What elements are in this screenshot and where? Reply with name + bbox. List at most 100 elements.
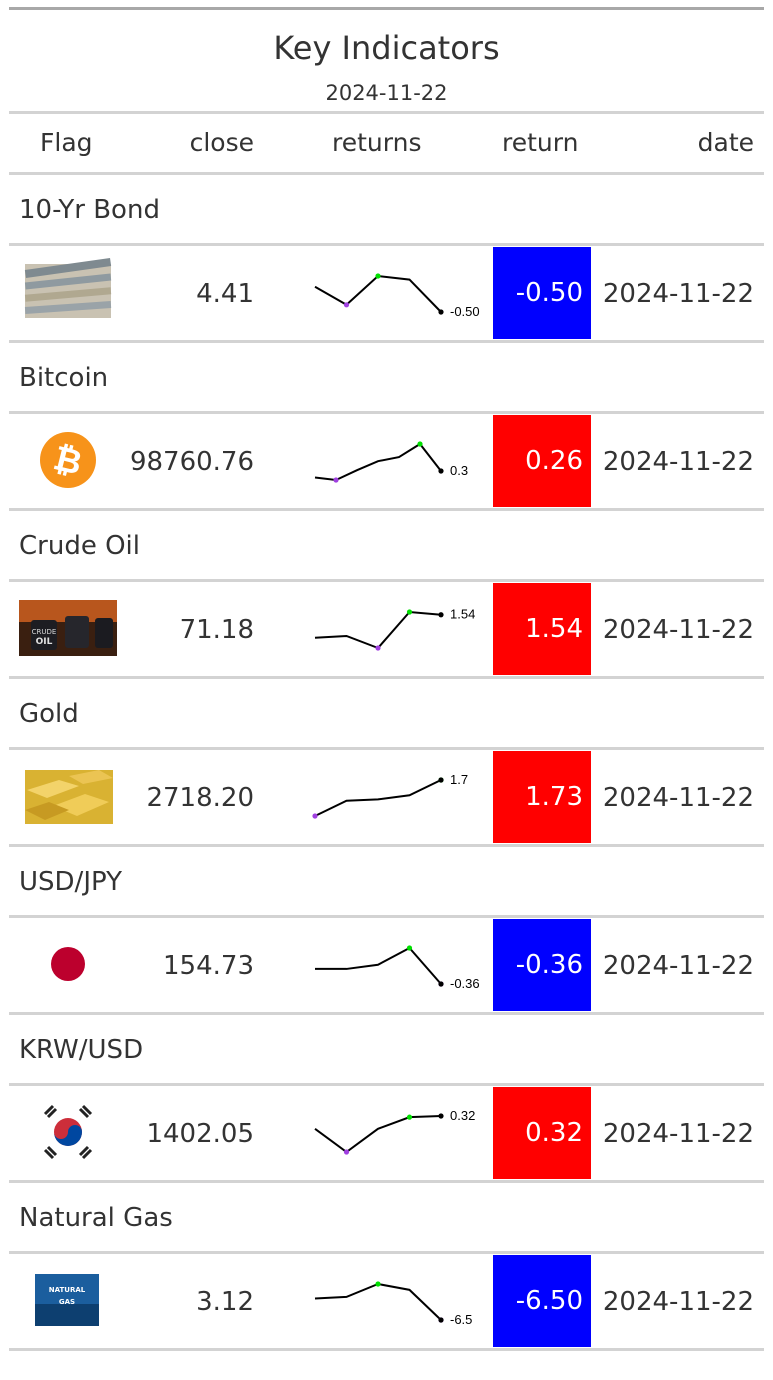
oil-image-text: OIL — [36, 637, 53, 647]
date-value: 2024-11-22 — [602, 447, 754, 477]
sparkline-end-label: 1.54 — [450, 607, 475, 622]
japan-flag-icon — [51, 947, 85, 981]
poster-text: GAS — [59, 1298, 75, 1306]
group-label: Crude Oil — [19, 531, 140, 561]
returns-sparkline-cell: 1.7 — [295, 768, 495, 828]
row-rule — [9, 915, 764, 918]
group-label: KRW/USD — [19, 1035, 144, 1065]
sparkline-max-point — [406, 609, 413, 615]
close-value: 4.41 — [196, 279, 254, 309]
column-header-returns[interactable]: returns — [332, 128, 422, 157]
date-value: 2024-11-22 — [602, 1287, 754, 1317]
sparkline-line — [314, 610, 442, 650]
natural-gas-poster-icon: NATURAL GAS — [35, 1274, 99, 1326]
date-value: 2024-11-22 — [602, 615, 754, 645]
header-bottom-rule — [9, 172, 764, 175]
sparkline-min-point — [333, 477, 339, 483]
sparkline-max-point — [406, 945, 413, 951]
poster-text: NATURAL — [49, 1286, 86, 1294]
return-value-cell: 1.73 — [493, 751, 591, 843]
sparkline-max-point — [375, 1281, 381, 1287]
sparkline-chart: -6.5 — [314, 1281, 472, 1327]
row-rule — [9, 508, 764, 511]
flag-cell — [9, 1086, 125, 1180]
close-value: 3.12 — [196, 1287, 254, 1317]
table-row: ₿ 98760.76 0.3 0.26 2024-11-22 — [9, 414, 764, 508]
row-rule — [9, 579, 764, 582]
column-header-date[interactable]: date — [697, 128, 754, 157]
table-row: NATURAL GAS 3.12 -6.5 -6.50 2024-11-22 — [9, 1254, 764, 1348]
return-value-cell: -0.36 — [493, 919, 591, 1011]
table-body: 10-Yr Bond 4.41 -0.50 -0.50 2024-11-22 Bitcoi… — [9, 175, 764, 1351]
sparkline-chart: 0.3 — [314, 441, 468, 483]
sparkline-min-point — [375, 645, 381, 651]
header-top-rule — [9, 111, 764, 114]
key-indicators-table: Key Indicators 2024-11-22 Flag close ret… — [9, 7, 764, 1351]
row-rule — [9, 676, 764, 679]
sparkline-line — [314, 442, 442, 482]
return-value-cell: -6.50 — [493, 1255, 591, 1347]
gold-bars-icon — [25, 770, 113, 824]
flag-cell — [9, 246, 125, 340]
group-label: Bitcoin — [19, 363, 109, 393]
table-row: 2718.20 1.7 1.73 2024-11-22 — [9, 750, 764, 844]
close-value: 98760.76 — [129, 447, 254, 477]
table-row: 4.41 -0.50 -0.50 2024-11-22 — [9, 246, 764, 340]
return-value-cell: 1.54 — [493, 583, 591, 675]
sparkline-line — [314, 779, 442, 817]
sparkline-line — [315, 946, 442, 985]
row-rule — [9, 1251, 764, 1254]
sparkline-chart: 1.54 — [314, 607, 475, 651]
group-label: USD/JPY — [19, 867, 122, 897]
sparkline-max-point — [417, 441, 423, 447]
row-rule — [9, 1348, 764, 1351]
group-header-row: Crude Oil — [9, 511, 764, 579]
row-rule — [9, 747, 764, 750]
date-value: 2024-11-22 — [602, 951, 754, 981]
returns-sparkline-cell: 1.54 — [295, 600, 495, 660]
column-header-flag[interactable]: Flag — [40, 128, 93, 157]
group-header-row: Natural Gas — [9, 1183, 764, 1251]
flag-cell: CRUDE OIL — [9, 582, 125, 676]
sparkline-last-point — [438, 981, 444, 987]
row-rule — [9, 1180, 764, 1183]
return-value-cell: 0.26 — [493, 415, 591, 507]
sparkline-end-label: 1.7 — [450, 772, 468, 787]
sparkline-chart: 0.32 — [314, 1108, 475, 1155]
table-row: 1402.05 0.32 0.32 2024-11-22 — [9, 1086, 764, 1180]
close-value: 71.18 — [179, 615, 254, 645]
returns-sparkline-cell: -6.5 — [295, 1272, 495, 1332]
date-value: 2024-11-22 — [602, 279, 754, 309]
oil-image-text: CRUDE — [32, 628, 57, 636]
sparkline-last-point — [438, 468, 444, 474]
date-value: 2024-11-22 — [602, 1119, 754, 1149]
sparkline-last-point — [438, 1113, 444, 1119]
sparkline-min-point — [343, 302, 350, 308]
group-header-row: Bitcoin — [9, 343, 764, 411]
group-label: 10-Yr Bond — [19, 195, 160, 225]
sparkline-chart: -0.36 — [315, 945, 480, 991]
date-value: 2024-11-22 — [602, 783, 754, 813]
sparkline-last-point — [438, 1317, 444, 1323]
table-subtitle: 2024-11-22 — [325, 81, 448, 105]
sparkline-chart: -0.50 — [314, 273, 480, 319]
sparkline-end-label: -6.5 — [450, 1312, 472, 1327]
flag-cell — [9, 918, 125, 1012]
column-header-return[interactable]: return — [502, 128, 579, 157]
row-rule — [9, 1012, 764, 1015]
returns-sparkline-cell: -0.50 — [295, 264, 495, 324]
close-value: 154.73 — [163, 951, 254, 981]
sparkline-line — [314, 1282, 442, 1321]
return-value-cell: 0.32 — [493, 1087, 591, 1179]
row-rule — [9, 411, 764, 414]
sparkline-min-point — [343, 1149, 350, 1155]
column-header-close[interactable]: close — [189, 128, 254, 157]
group-label: Gold — [19, 699, 79, 729]
sparkline-min-point — [312, 813, 318, 819]
group-header-row: USD/JPY — [9, 847, 764, 915]
row-rule — [9, 844, 764, 847]
sparkline-end-label: 0.32 — [450, 1108, 475, 1123]
bitcoin-logo-icon: ₿ — [40, 432, 96, 488]
table-row: CRUDE OIL 71.18 1.54 1.54 2024-11-22 — [9, 582, 764, 676]
